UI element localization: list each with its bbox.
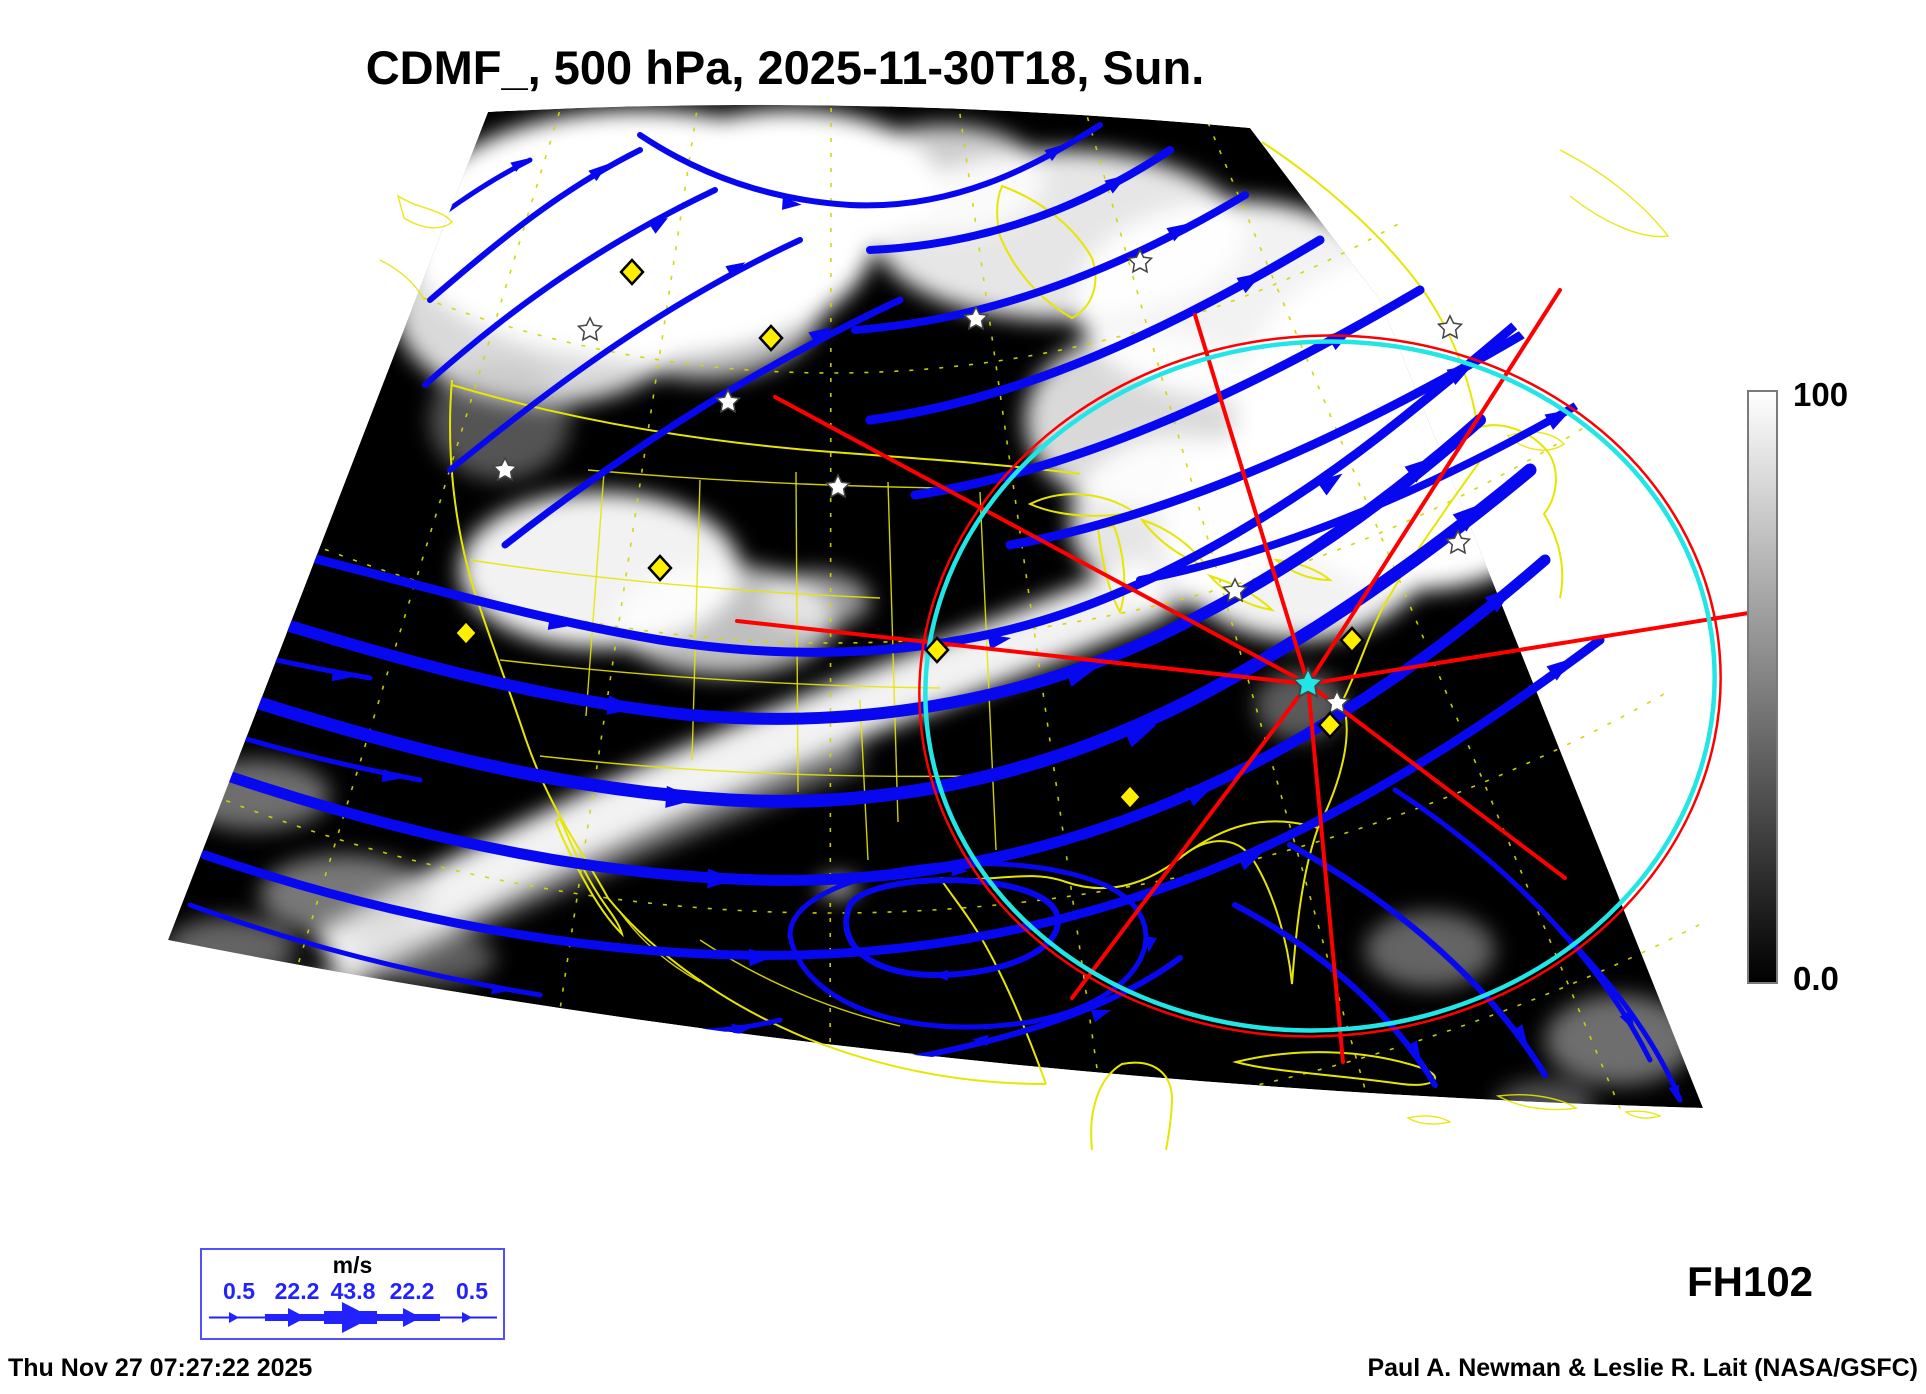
legend-arrow-graphic (209, 1302, 497, 1333)
great-circle-ray (1193, 313, 1310, 686)
range-ring-layer (918, 334, 1722, 1038)
great-circle-ray (773, 395, 1310, 686)
range-ring (923, 339, 1717, 1033)
legend-value-3: 22.2 (389, 1278, 435, 1304)
legend-units-label: m/s (332, 1252, 373, 1278)
geography-layer (379, 141, 1670, 1151)
colorbar (1747, 390, 1778, 984)
legend-value-1: 22.2 (274, 1278, 320, 1304)
colorbar-min-label: 0.0 (1793, 960, 1839, 997)
great-circle-ray (1306, 288, 1562, 686)
great-circle-ray (1306, 610, 1757, 686)
credit-label: Paul A. Newman & Leslie R. Lait (NASA/GS… (1367, 1354, 1918, 1382)
legend-value-2: 43.8 (330, 1278, 376, 1304)
radial-lines-layer (735, 288, 1757, 1064)
forecast-hour-label: FH102 (1686, 1258, 1814, 1305)
timestamp-label: Thu Nov 27 07:27:22 2025 (8, 1354, 313, 1382)
legend-value-0: 0.5 (223, 1278, 255, 1304)
great-circle-ray (1070, 682, 1310, 1000)
great-circle-ray (1306, 682, 1345, 1064)
great-circle-ray (1306, 682, 1567, 880)
great-circle-ray (735, 619, 1310, 686)
range-ring-outer (918, 334, 1722, 1038)
legend-value-4: 0.5 (456, 1278, 488, 1304)
page-title: CDMF_, 500 hPa, 2025-11-30T18, Sun. (365, 41, 1205, 94)
colorbar-max-label: 100 (1793, 376, 1849, 413)
wind-speed-legend: m/s 0.5 22.2 43.8 22.2 0.5 (200, 1248, 505, 1340)
